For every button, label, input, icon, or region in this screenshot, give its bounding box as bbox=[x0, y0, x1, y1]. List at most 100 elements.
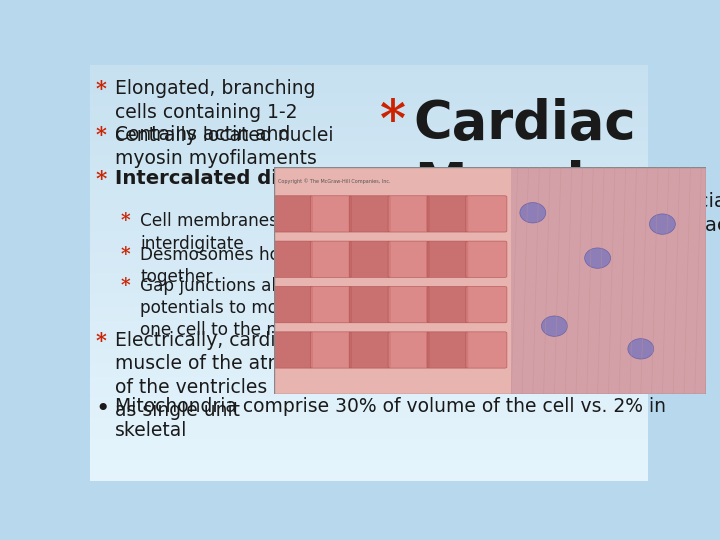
FancyBboxPatch shape bbox=[466, 195, 507, 232]
Ellipse shape bbox=[628, 339, 654, 359]
Bar bbox=[90, 280, 648, 287]
Text: *: * bbox=[380, 98, 406, 147]
Bar bbox=[90, 92, 648, 99]
Bar bbox=[90, 238, 648, 245]
Text: Contains actin and
myosin myofilaments: Contains actin and myosin myofilaments bbox=[115, 125, 317, 167]
Bar bbox=[90, 162, 648, 168]
Text: *: * bbox=[96, 168, 107, 191]
Bar bbox=[90, 321, 648, 328]
FancyBboxPatch shape bbox=[388, 195, 429, 232]
Bar bbox=[90, 252, 648, 259]
FancyBboxPatch shape bbox=[388, 241, 429, 278]
Text: Electrically, cardiac
muscle of the atria and
of the ventricles behaves
as singl: Electrically, cardiac muscle of the atri… bbox=[115, 331, 353, 421]
Bar bbox=[90, 127, 648, 134]
FancyBboxPatch shape bbox=[466, 286, 507, 323]
Bar bbox=[90, 231, 648, 238]
Bar bbox=[90, 85, 648, 92]
FancyBboxPatch shape bbox=[388, 286, 429, 323]
Bar bbox=[90, 224, 648, 231]
Bar bbox=[90, 335, 648, 342]
Text: Intercalated disks: Intercalated disks bbox=[115, 168, 314, 188]
Text: *: * bbox=[121, 212, 130, 231]
Text: :
specialized cell-cell
contacts.: : specialized cell-cell contacts. bbox=[663, 168, 720, 235]
Bar bbox=[90, 217, 648, 224]
Bar bbox=[90, 79, 648, 85]
Bar bbox=[90, 460, 648, 467]
Bar bbox=[90, 65, 648, 72]
Bar bbox=[90, 141, 648, 148]
FancyBboxPatch shape bbox=[274, 167, 511, 394]
Ellipse shape bbox=[649, 214, 675, 234]
Text: *: * bbox=[96, 125, 107, 145]
Bar bbox=[90, 155, 648, 162]
Bar bbox=[90, 328, 648, 335]
FancyBboxPatch shape bbox=[271, 332, 312, 368]
Bar bbox=[90, 404, 648, 411]
Bar bbox=[90, 307, 648, 314]
Bar bbox=[90, 300, 648, 307]
FancyBboxPatch shape bbox=[271, 195, 312, 232]
FancyBboxPatch shape bbox=[427, 286, 468, 323]
Bar bbox=[90, 266, 648, 273]
FancyBboxPatch shape bbox=[271, 286, 312, 323]
Bar bbox=[90, 397, 648, 404]
Bar bbox=[90, 183, 648, 190]
FancyBboxPatch shape bbox=[310, 332, 351, 368]
Text: Mitochondria comprise 30% of volume of the cell vs. 2% in
skeletal: Mitochondria comprise 30% of volume of t… bbox=[115, 397, 666, 440]
Ellipse shape bbox=[585, 248, 611, 268]
Text: Cardiac: Cardiac bbox=[414, 98, 636, 150]
Bar bbox=[90, 148, 648, 155]
FancyBboxPatch shape bbox=[310, 286, 351, 323]
Bar bbox=[90, 134, 648, 141]
Ellipse shape bbox=[541, 316, 567, 336]
Bar bbox=[90, 259, 648, 266]
Bar bbox=[90, 356, 648, 363]
Bar bbox=[90, 120, 648, 127]
Bar bbox=[90, 314, 648, 321]
Bar bbox=[90, 383, 648, 390]
Bar bbox=[90, 390, 648, 397]
Bar bbox=[90, 363, 648, 370]
FancyBboxPatch shape bbox=[388, 332, 429, 368]
Bar bbox=[90, 287, 648, 294]
FancyBboxPatch shape bbox=[466, 241, 507, 278]
Bar bbox=[90, 204, 648, 210]
FancyBboxPatch shape bbox=[427, 195, 468, 232]
Bar bbox=[90, 342, 648, 349]
FancyBboxPatch shape bbox=[427, 332, 468, 368]
Bar bbox=[90, 439, 648, 446]
Bar bbox=[90, 72, 648, 79]
Bar bbox=[90, 446, 648, 453]
Bar bbox=[90, 168, 648, 176]
Bar bbox=[90, 197, 648, 204]
Bar bbox=[90, 211, 648, 217]
FancyBboxPatch shape bbox=[427, 241, 468, 278]
Text: •: • bbox=[96, 397, 110, 421]
Text: *: * bbox=[121, 277, 130, 295]
Bar bbox=[90, 370, 648, 377]
FancyBboxPatch shape bbox=[271, 241, 312, 278]
FancyBboxPatch shape bbox=[466, 332, 507, 368]
Text: Copyright © The McGraw-Hill Companies, Inc.: Copyright © The McGraw-Hill Companies, I… bbox=[278, 179, 390, 184]
Text: *: * bbox=[121, 246, 130, 264]
Text: Muscle: Muscle bbox=[414, 160, 620, 212]
Bar bbox=[90, 245, 648, 252]
Text: Gap junctions allow action
potentials to move from
one cell to the next.: Gap junctions allow action potentials to… bbox=[140, 277, 362, 339]
Bar bbox=[90, 377, 648, 383]
Bar bbox=[90, 113, 648, 120]
Bar bbox=[90, 99, 648, 106]
FancyBboxPatch shape bbox=[511, 167, 706, 394]
Bar bbox=[90, 273, 648, 280]
Bar bbox=[90, 411, 648, 418]
Bar bbox=[90, 467, 648, 474]
Bar bbox=[90, 474, 648, 481]
Bar bbox=[90, 432, 648, 439]
Text: *: * bbox=[96, 79, 107, 99]
FancyBboxPatch shape bbox=[349, 332, 390, 368]
FancyBboxPatch shape bbox=[310, 241, 351, 278]
Text: Desmosomes hold cells
together: Desmosomes hold cells together bbox=[140, 246, 339, 286]
Bar bbox=[90, 425, 648, 432]
Bar bbox=[90, 106, 648, 113]
FancyBboxPatch shape bbox=[349, 195, 390, 232]
Text: *: * bbox=[96, 331, 107, 351]
